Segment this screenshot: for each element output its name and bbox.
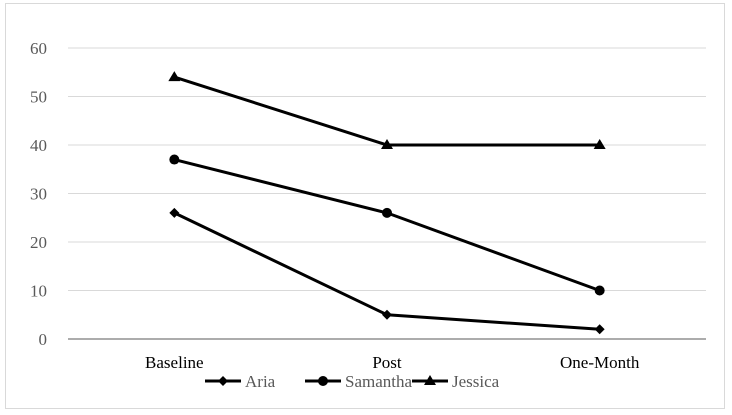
x-axis-category-labels: Baseline Post One-Month [145, 353, 640, 372]
data-point-diamond [382, 309, 392, 320]
legend-label: Jessica [452, 372, 500, 391]
legend-item-jessica: Jessica [412, 372, 500, 391]
y-axis-tick-labels: 0 10 20 30 40 50 60 [30, 39, 47, 349]
y-tick-label: 40 [30, 136, 47, 155]
data-point-circle [169, 154, 180, 165]
y-tick-label: 50 [30, 88, 47, 107]
data-point-triangle [381, 139, 393, 149]
data-point-triangle [168, 71, 181, 82]
series-jessica [168, 71, 606, 149]
x-category-label: One-Month [560, 353, 640, 372]
data-point-circle [318, 376, 328, 386]
data-point-triangle [593, 139, 606, 149]
data-point-diamond [594, 324, 605, 335]
legend-item-aria: Aria [205, 372, 276, 391]
series-line [173, 75, 600, 147]
y-tick-label: 60 [30, 39, 47, 58]
data-point-diamond [218, 376, 228, 386]
data-point-triangle [424, 375, 436, 385]
legend-item-samantha: Samantha [305, 372, 412, 391]
y-tick-label: 20 [30, 233, 47, 252]
data-point-circle [382, 207, 392, 218]
series-line [173, 158, 601, 292]
x-category-label: Post [372, 353, 402, 372]
legend-label: Samantha [345, 372, 412, 391]
x-category-label: Baseline [145, 353, 204, 372]
gridlines [68, 47, 706, 340]
y-tick-label: 0 [39, 330, 48, 349]
data-point-circle [594, 285, 605, 296]
y-tick-label: 10 [30, 282, 47, 301]
series-aria [169, 207, 605, 335]
legend: Aria Samantha Jessica [205, 372, 500, 391]
data-point-diamond [169, 207, 180, 218]
series-samantha [169, 154, 605, 296]
series-lines [168, 71, 606, 335]
y-tick-label: 30 [30, 185, 47, 204]
legend-label: Aria [245, 372, 276, 391]
